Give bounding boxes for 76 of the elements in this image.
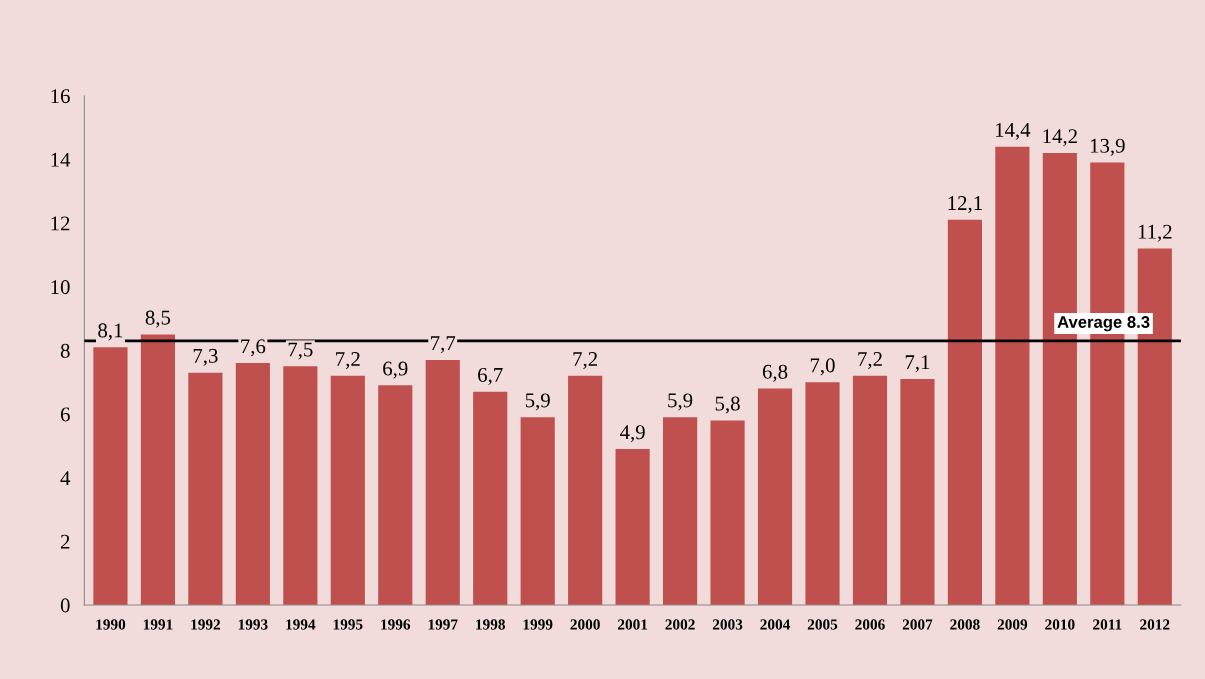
x-tick-label: 2000 <box>570 619 600 630</box>
data-label: 8,1 <box>98 323 123 341</box>
x-tick-label: 2003 <box>712 619 743 630</box>
x-tick-label: 2009 <box>997 619 1028 630</box>
data-label: 6,7 <box>478 367 503 385</box>
x-tick-label: 1998 <box>476 619 505 630</box>
bar <box>568 375 603 605</box>
bar <box>330 375 365 605</box>
y-tick-label: 8 <box>60 343 70 358</box>
bar <box>852 375 888 605</box>
data-label: 7,2 <box>573 352 598 370</box>
x-tick-label: 2004 <box>760 619 791 630</box>
bar <box>140 334 176 605</box>
ref-line-label: Average 8.3 <box>1057 316 1150 332</box>
y-tick-label: 0 <box>60 598 70 613</box>
x-tick-label: 1990 <box>96 619 126 630</box>
bar <box>283 366 318 605</box>
bar <box>615 449 650 605</box>
bar <box>473 391 508 605</box>
y-tick-label: 4 <box>60 471 71 485</box>
data-label: 8,5 <box>145 310 171 328</box>
data-label: 5,9 <box>525 393 550 411</box>
x-tick-label: 2010 <box>1045 619 1075 630</box>
x-tick-label: 2005 <box>807 619 838 630</box>
x-tick-label: 2001 <box>617 619 648 630</box>
data-label: 7,2 <box>858 352 882 370</box>
x-tick-label: 1996 <box>381 619 411 630</box>
data-label: 6,9 <box>383 361 408 379</box>
y-tick-label: 6 <box>60 407 70 422</box>
bar <box>900 379 935 605</box>
y-tick-label: 14 <box>51 152 71 167</box>
x-tick-label: 2007 <box>902 619 933 630</box>
data-label: 7,7 <box>431 336 456 354</box>
data-label: 14,4 <box>995 122 1031 140</box>
x-tick-label: 2006 <box>855 619 885 630</box>
y-tick-label: 10 <box>51 280 70 295</box>
bar <box>93 347 128 605</box>
data-label: 7,1 <box>905 355 930 373</box>
x-tick-label: 1994 <box>286 619 316 630</box>
data-label: 5,9 <box>668 393 693 411</box>
x-tick-label: 1993 <box>238 619 268 630</box>
bar <box>995 146 1030 605</box>
bar <box>805 382 840 605</box>
x-tick-label: 2011 <box>1093 619 1122 630</box>
data-label: 13,9 <box>1090 138 1125 156</box>
data-label: 7,2 <box>336 352 360 370</box>
data-label: 11,2 <box>1138 224 1172 242</box>
x-tick-label: 1999 <box>523 619 553 630</box>
y-tick-label: 12 <box>51 216 70 231</box>
x-tick-label: 1992 <box>191 619 221 630</box>
data-label: 7,6 <box>241 339 266 357</box>
bar <box>378 385 413 605</box>
data-label: 12,1 <box>948 196 982 214</box>
x-tick-label: 2002 <box>665 619 695 630</box>
bar <box>188 372 223 605</box>
x-tick-label: 1997 <box>428 619 458 630</box>
bar <box>710 420 745 605</box>
bar <box>425 359 460 605</box>
bar <box>757 388 793 605</box>
data-label: 7,5 <box>288 342 313 360</box>
x-tick-label: 2008 <box>950 619 980 630</box>
data-label: 14,2 <box>1043 129 1077 147</box>
x-tick-label: 1991 <box>143 619 173 630</box>
x-tick-label: 2012 <box>1140 619 1170 630</box>
y-tick-label: 2 <box>60 534 70 549</box>
data-label: 4,9 <box>620 425 645 443</box>
x-tick-label: 1995 <box>333 619 363 630</box>
bar <box>663 417 698 605</box>
data-label: 7,3 <box>193 348 218 366</box>
data-label: 6,8 <box>762 364 788 382</box>
bar <box>235 363 270 605</box>
data-label: 7,0 <box>810 358 835 376</box>
y-tick-label: 16 <box>51 89 70 104</box>
bar <box>947 219 982 605</box>
bar <box>520 417 555 605</box>
data-label: 5,8 <box>715 396 740 414</box>
